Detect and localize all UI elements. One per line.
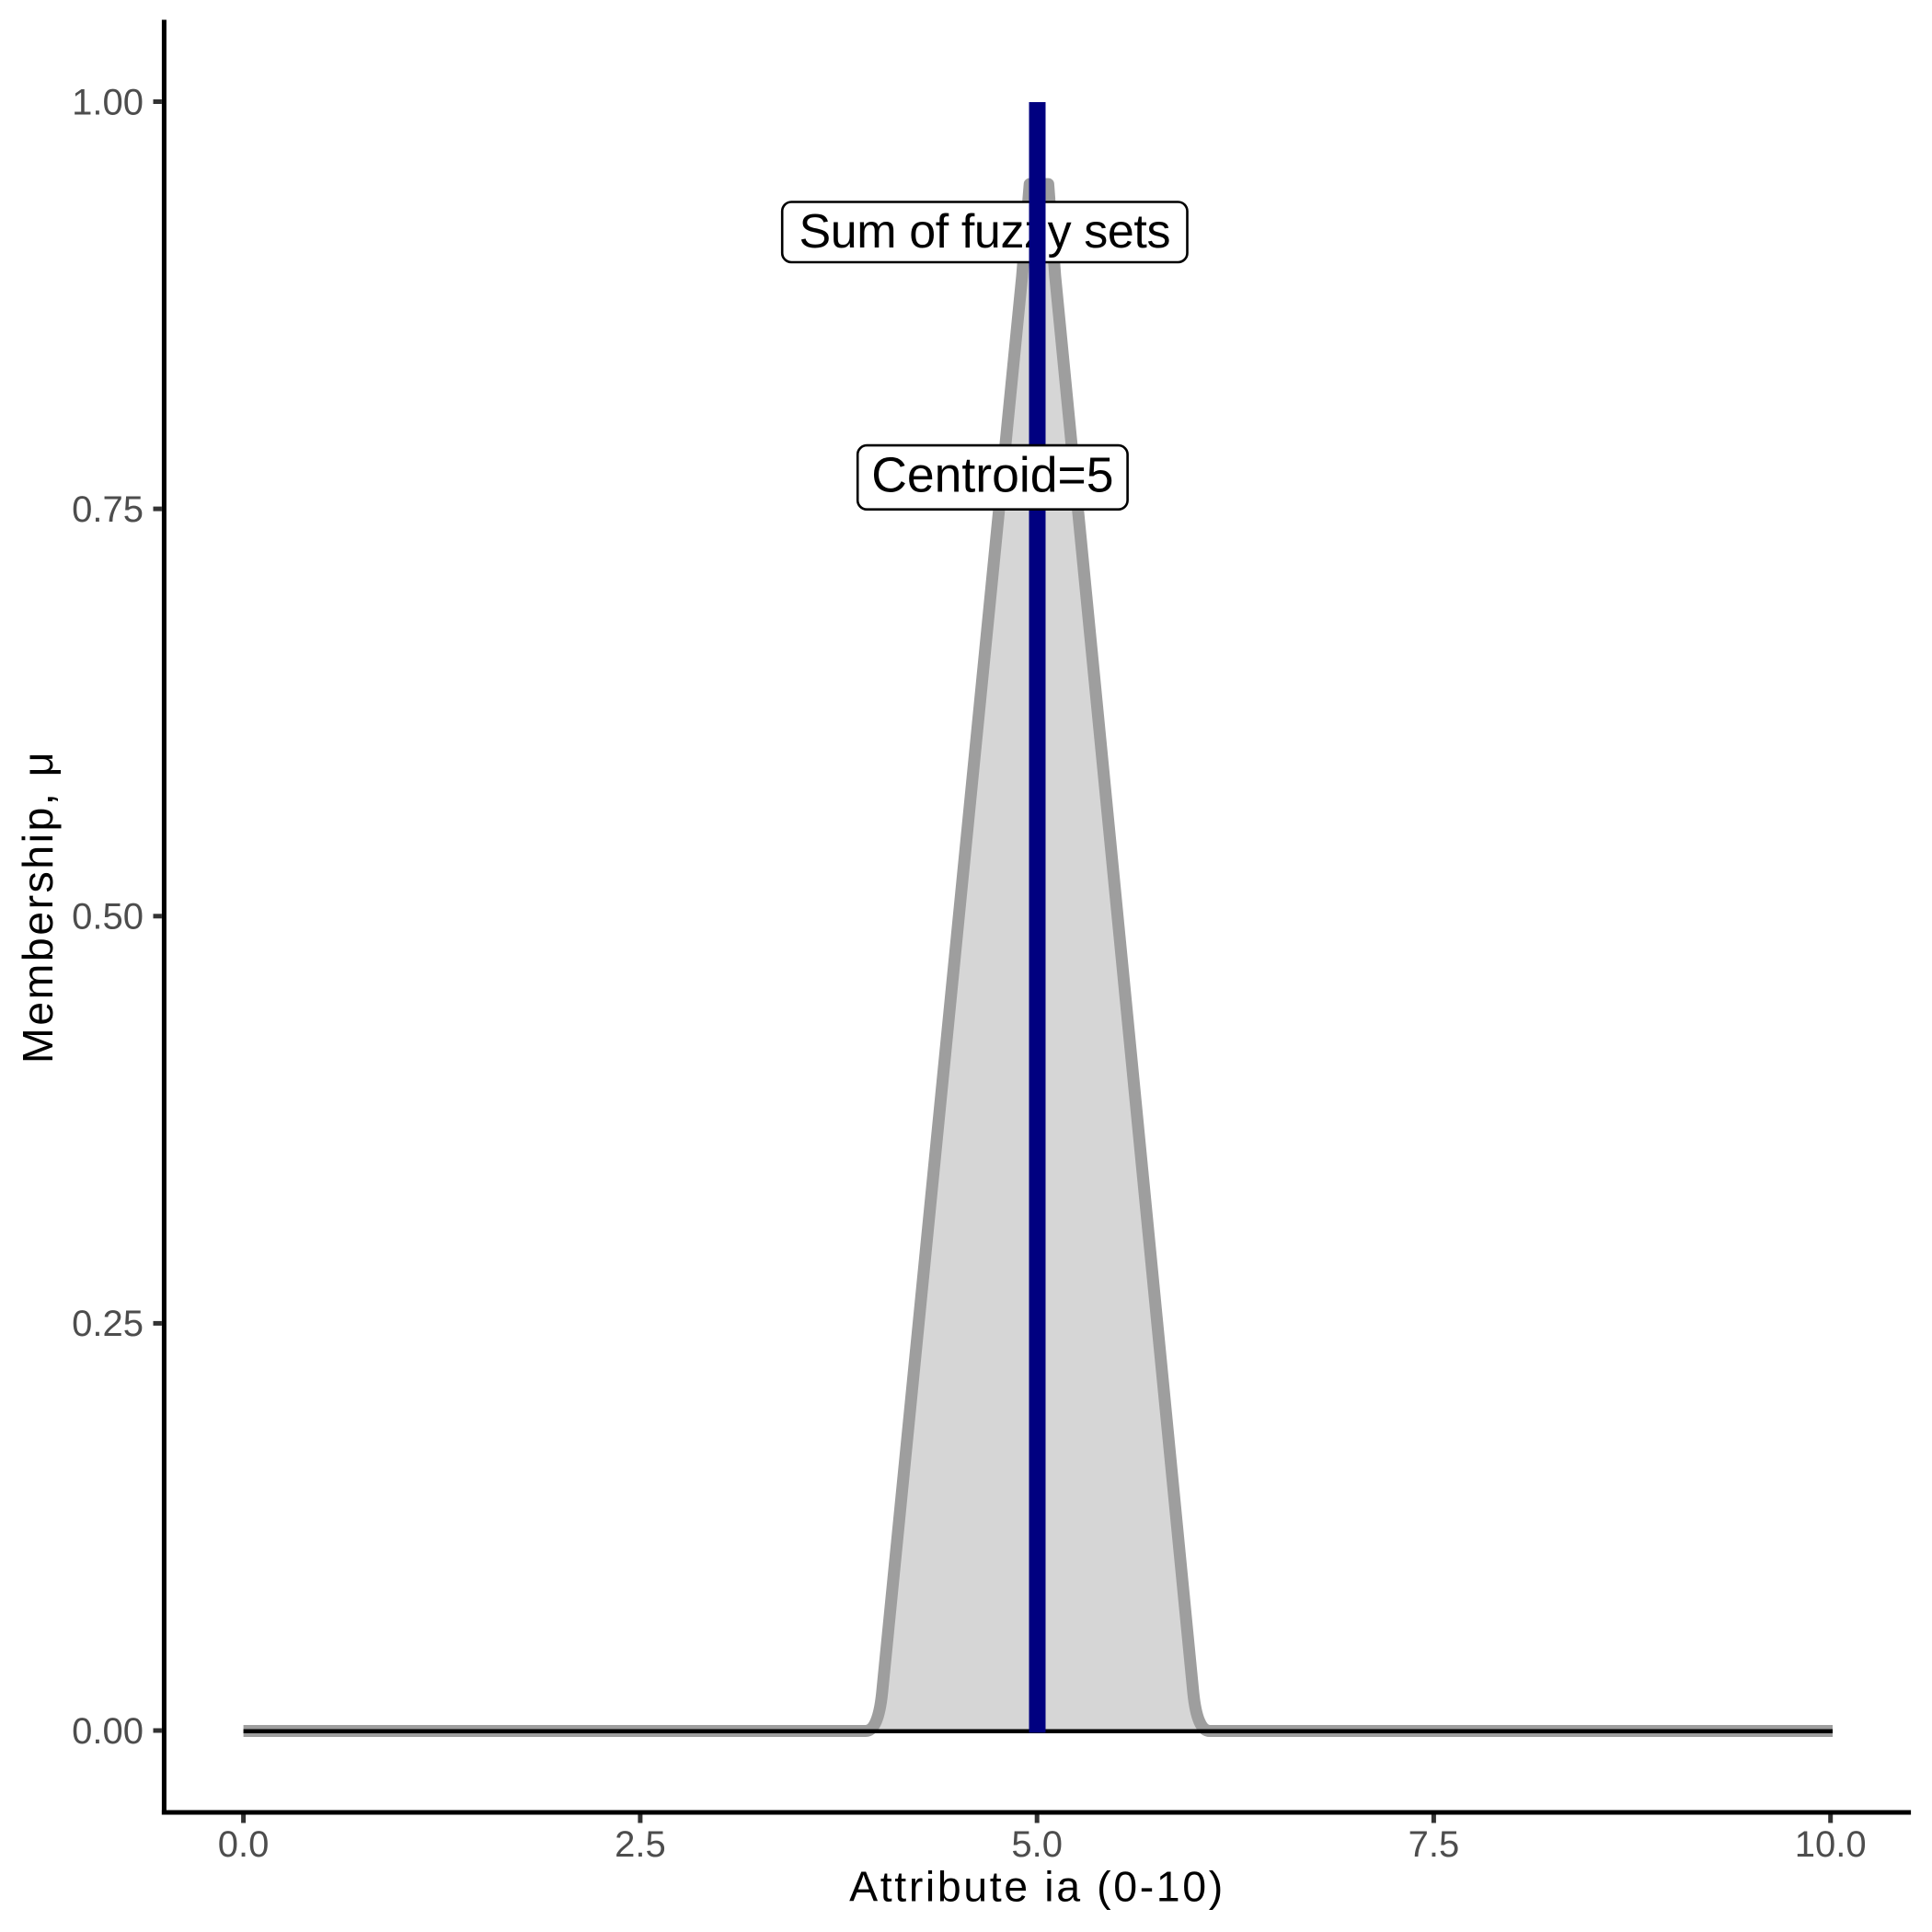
svg-text:5.0: 5.0 <box>1011 1824 1063 1865</box>
svg-text:Membership, μ: Membership, μ <box>14 750 62 1064</box>
svg-text:0.0: 0.0 <box>218 1824 270 1865</box>
svg-text:2.5: 2.5 <box>615 1824 666 1865</box>
svg-text:0.00: 0.00 <box>72 1711 144 1752</box>
svg-text:0.25: 0.25 <box>72 1304 144 1344</box>
svg-text:Centroid=5: Centroid=5 <box>871 448 1113 502</box>
svg-text:0.50: 0.50 <box>72 897 144 937</box>
svg-text:0.75: 0.75 <box>72 489 144 530</box>
svg-text:10.0: 10.0 <box>1795 1824 1867 1865</box>
svg-text:Sum of fuzzy sets: Sum of fuzzy sets <box>799 205 1171 259</box>
svg-text:7.5: 7.5 <box>1409 1824 1460 1865</box>
svg-text:Attribute ia (0-10): Attribute ia (0-10) <box>849 1863 1225 1911</box>
svg-text:1.00: 1.00 <box>72 82 144 122</box>
